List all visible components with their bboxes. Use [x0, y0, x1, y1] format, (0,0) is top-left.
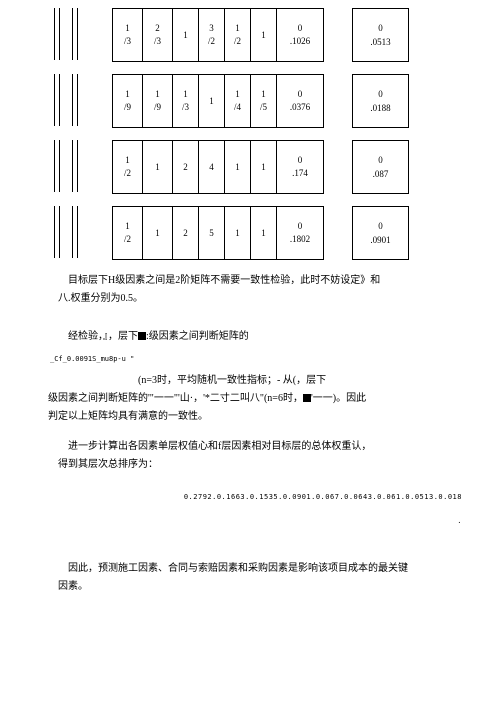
- para-h-note-b: 八.权重分别为0.5。: [58, 290, 452, 308]
- guide-bars: [72, 8, 82, 60]
- matrix-row: 1 /32 /313 /21 /210 .10260 .0513: [48, 8, 452, 62]
- matrix-block: 1 /91 /91 /311 /41 /50 .0376: [112, 74, 324, 128]
- para-consistent: 判定以上矩阵均具有满意的一致性。: [48, 408, 452, 426]
- matrix-cell: 0 .1026: [277, 9, 323, 61]
- matrix-block: 1 /2125110 .1802: [112, 206, 324, 260]
- matrix-cell: 1 /2: [225, 9, 251, 61]
- matrix-cell: 1: [225, 207, 251, 259]
- weight-cell: 0 .0513: [352, 8, 409, 62]
- matrix-cell: 1 /2: [113, 207, 143, 259]
- para-further: 进一步计算出各因素单层权值心和f层因素相对目标层的总体权重认，: [48, 438, 452, 456]
- matrix-cell: 1: [251, 207, 277, 259]
- matrix-cell: 1 /4: [225, 75, 251, 127]
- matrix-cell: 1: [251, 141, 277, 193]
- matrix-cell: 4: [199, 141, 225, 193]
- guide-bars: [54, 74, 64, 126]
- matrix-cell: 1 /9: [113, 75, 143, 127]
- matrix-cell: 1: [251, 9, 277, 61]
- matrix-block: 1 /32 /313 /21 /210 .1026: [112, 8, 324, 62]
- matrix-cell: 3 /2: [199, 9, 225, 61]
- matrix-cell: 1: [173, 9, 199, 61]
- matrix-cell: 0 .174: [277, 141, 323, 193]
- matrix-cell: 1 /9: [143, 75, 173, 127]
- matrix-row: 1 /2125110 .18020 .0901: [48, 206, 452, 260]
- matrix-cell: 0 .1802: [277, 207, 323, 259]
- para-check: 经检验，』，层下 :级因素之间判断矩阵的: [48, 328, 452, 346]
- para-n6-b: '一一)。因此: [311, 393, 366, 404]
- matrix-cell: 0 .0376: [277, 75, 323, 127]
- matrix-cell: 1 /2: [113, 141, 143, 193]
- matrix-cell: 2 /3: [143, 9, 173, 61]
- matrix-cell: 1 /5: [251, 75, 277, 127]
- matrix-cell: 1: [143, 141, 173, 193]
- weight-cell: 0 .0188: [352, 74, 409, 128]
- para-check-b: :级因素之间判断矩阵的: [146, 331, 249, 342]
- para-conclusion-b: 因素。: [58, 578, 452, 596]
- rank-values-tail: .: [62, 512, 462, 530]
- para-rank-head: 得到其层次总排序为：: [58, 456, 452, 474]
- black-square-icon: [138, 332, 146, 340]
- matrix-cell: 5: [199, 207, 225, 259]
- guide-bars: [54, 140, 64, 192]
- matrix-cell: 1 /3: [113, 9, 143, 61]
- matrix-cell: 1: [225, 141, 251, 193]
- para-h-note: 目标层下H级因素之间是2阶矩阵不需要一致性检验，此时不妨设定》和: [48, 272, 452, 290]
- matrix-row: 1 /91 /91 /311 /41 /50 .03760 .0188: [48, 74, 452, 128]
- rank-values: 0.2792.0.1663.0.1535.0.0901.0.067.0.0643…: [62, 488, 462, 506]
- matrix-block: 1 /2124110 .174: [112, 140, 324, 194]
- black-square-icon: [303, 394, 311, 402]
- para-n3: (n=3时，平均随机一致性指标；- 从(，层下: [138, 372, 452, 390]
- matrix-row: 1 /2124110 .1740 .087: [48, 140, 452, 194]
- matrix-cell: 1: [199, 75, 225, 127]
- weight-cell: 0 .0901: [352, 206, 409, 260]
- guide-bars: [72, 74, 82, 126]
- para-n6-a: 级因素之间判断矩阵的'"一一"'山·，'*二寸二叫八"(n=6时，: [48, 393, 303, 404]
- guide-bars: [72, 140, 82, 192]
- para-check-a: 经检验，』，层下: [68, 331, 138, 342]
- matrix-tables: 1 /32 /313 /21 /210 .10260 .05131 /91 /9…: [48, 8, 452, 260]
- para-n6: 级因素之间判断矩阵的'"一一"'山·，'*二寸二叫八"(n=6时， '一一)。因此: [48, 390, 452, 408]
- guide-bars: [54, 8, 64, 60]
- para-conclusion-a: 因此，预测施工因素、合同与索赔因素和采购因素是影响该项目成本的最关键: [48, 560, 452, 578]
- guide-bars: [72, 206, 82, 258]
- matrix-cell: 1 /3: [173, 75, 199, 127]
- matrix-cell: 2: [173, 141, 199, 193]
- matrix-cell: 2: [173, 207, 199, 259]
- formula-sub: _Cf_0.0091S_mu8p-u ": [50, 350, 452, 368]
- weight-cell: 0 .087: [352, 140, 409, 194]
- matrix-cell: 1: [143, 207, 173, 259]
- guide-bars: [54, 206, 64, 258]
